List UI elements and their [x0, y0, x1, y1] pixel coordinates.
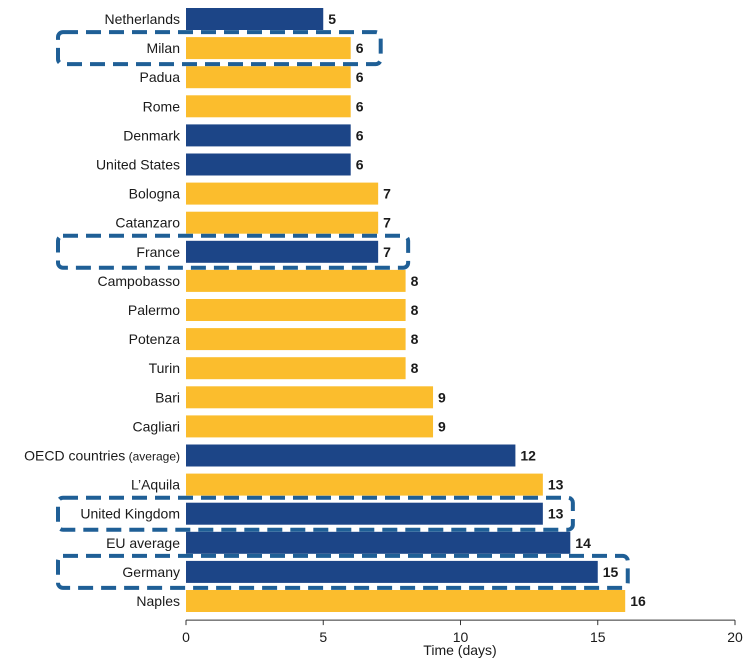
x-tick-label: 5 — [319, 629, 327, 645]
category-label-l-aquila: L’Aquila — [131, 477, 180, 493]
bar-germany — [186, 560, 598, 583]
bars-layer — [186, 8, 626, 612]
bar-eu-average — [186, 531, 571, 554]
value-label-germany: 15 — [603, 564, 619, 580]
bar-l-aquila — [186, 473, 543, 496]
bar-bologna — [186, 182, 379, 205]
bar-united-states — [186, 153, 351, 176]
category-label-france: France — [136, 244, 180, 260]
category-label-germany: Germany — [122, 564, 180, 580]
x-tick-label: 10 — [453, 629, 469, 645]
category-label-padua: Padua — [140, 69, 181, 85]
value-label-cagliari: 9 — [438, 418, 446, 434]
x-tick-label: 0 — [182, 629, 190, 645]
bar-milan — [186, 37, 351, 60]
highlight-box-france — [56, 233, 411, 270]
category-label-united-states: United States — [96, 157, 180, 173]
value-label-naples: 16 — [630, 593, 646, 609]
category-label-milan: Milan — [147, 40, 180, 56]
bar-france — [186, 240, 379, 263]
category-label-turin: Turin — [149, 360, 180, 376]
x-axis-title: Time (days) — [423, 642, 496, 658]
bar-netherlands — [186, 8, 324, 30]
bar-cagliari — [186, 415, 434, 438]
value-label-bari: 9 — [438, 389, 446, 405]
highlight-box-united-kingdom — [56, 495, 575, 532]
value-label-bologna: 7 — [383, 186, 391, 202]
value-label-milan: 6 — [356, 40, 364, 56]
x-tick-label: 20 — [727, 629, 743, 645]
value-label-palermo: 8 — [411, 302, 419, 318]
category-label-catanzaro: Catanzaro — [115, 215, 180, 231]
bar-naples — [186, 590, 626, 612]
value-label-rome: 6 — [356, 98, 364, 114]
category-label-bologna: Bologna — [129, 186, 181, 202]
category-label-cagliari: Cagliari — [133, 418, 180, 434]
value-label-united-kingdom: 13 — [548, 506, 564, 522]
value-label-denmark: 6 — [356, 127, 364, 143]
value-label-netherlands: 5 — [328, 11, 336, 27]
category-label-rome: Rome — [143, 98, 181, 114]
bar-turin — [186, 357, 406, 380]
highlight-boxes — [56, 30, 630, 590]
value-label-catanzaro: 7 — [383, 215, 391, 231]
bar-campobasso — [186, 269, 406, 292]
bar-potenza — [186, 328, 406, 351]
value-labels: 5 6 6 6 6 6 7 7 7 8 8 8 8 9 9 12 13 13 14 15 16 — [328, 11, 646, 609]
x-tick-label: 15 — [590, 629, 606, 645]
category-label-denmark: Denmark — [123, 127, 181, 143]
bar-oecd-countries — [186, 444, 516, 467]
value-label-campobasso: 8 — [411, 273, 419, 289]
category-label-bari: Bari — [155, 389, 180, 405]
category-label-united-kingdom: United Kingdom — [80, 506, 180, 522]
category-label-palermo: Palermo — [128, 302, 180, 318]
category-label-campobasso: Campobasso — [98, 273, 181, 289]
category-labels: Netherlands Milan Padua Rome Denmark United S… — [24, 11, 181, 609]
value-label-padua: 6 — [356, 69, 364, 85]
highlight-box-milan — [56, 30, 383, 67]
category-label-potenza: Potenza — [129, 331, 181, 347]
bar-padua — [186, 66, 351, 89]
value-label-oecd-countries: 12 — [520, 448, 536, 464]
value-label-france: 7 — [383, 244, 391, 260]
value-label-eu-average: 14 — [575, 535, 591, 551]
bar-united-kingdom — [186, 502, 543, 525]
bar-catanzaro — [186, 211, 379, 234]
bar-bari — [186, 386, 434, 409]
value-label-potenza: 8 — [411, 331, 419, 347]
highlight-box-germany — [56, 553, 630, 590]
value-label-united-states: 6 — [356, 157, 364, 173]
x-axis: 0 5 10 15 20 — [182, 619, 743, 645]
bar-palermo — [186, 299, 406, 321]
category-label-eu-average: EU average — [106, 535, 180, 551]
category-label-netherlands: Netherlands — [105, 11, 181, 27]
value-label-l-aquila: 13 — [548, 477, 564, 493]
category-label-oecd-countries: OECD countries (average) — [24, 448, 180, 464]
bar-denmark — [186, 124, 351, 147]
bar-rome — [186, 95, 351, 118]
category-label-naples: Naples — [136, 593, 180, 609]
value-label-turin: 8 — [411, 360, 419, 376]
